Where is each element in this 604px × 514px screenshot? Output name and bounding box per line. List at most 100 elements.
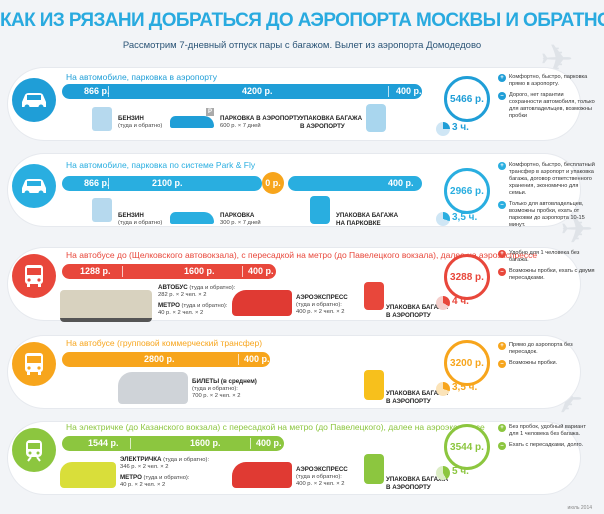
segment-baggage-cost: 400 р. [256, 438, 282, 448]
route-bus-metro-aeroexpress: На автобусе до (Щелковского автовокзала)… [0, 244, 604, 324]
detail-parking: ПАРКОВКА В АЭРОПОРТУ 600 р. × 7 дней [220, 115, 301, 129]
detail-baggage: УПАКОВКА БАГАЖА В АЭРОПОРТУ [386, 476, 449, 491]
clock-icon [436, 122, 450, 136]
bus-icon [12, 342, 56, 386]
car-icon [12, 164, 56, 208]
segment-baggage-cost: 400 р. [388, 178, 414, 188]
minus-icon: – [498, 201, 506, 209]
cost-bar: 866 р. 2100 р. [62, 176, 262, 191]
clock-icon [436, 212, 450, 226]
clock-icon [436, 382, 450, 396]
coach-bus-icon [60, 290, 152, 322]
detail-tickets: БИЛЕТЫ (в среднем) (туда и обратно): 700 р… [192, 378, 257, 399]
travel-time: 5 ч. [452, 466, 469, 477]
plus-icon: + [498, 162, 506, 170]
total-cost: 3544 р. [444, 424, 490, 470]
segment-divider [122, 266, 123, 277]
segment-divider [108, 86, 109, 97]
car-side-icon [170, 212, 214, 224]
suitcase-icon [364, 282, 384, 310]
plus-icon: + [498, 74, 506, 82]
cost-bar: 2800 р. 400 р. [62, 352, 270, 367]
car-side-icon [170, 116, 214, 128]
route-title: На электричке (до Казанского вокзала) с … [66, 422, 485, 432]
suitcase-icon [310, 196, 330, 224]
segment-baggage-cost: 400 р. [396, 86, 422, 96]
detail-baggage: УПАКОВКА БАГАЖА В АЭРОПОРТУ [300, 115, 363, 130]
note-pro: + Прямо до аэропорта без пересадок. [498, 342, 595, 356]
fuel-can-icon [92, 198, 112, 222]
suitcase-icon [364, 370, 384, 400]
cost-bar: 866 р. 4200 р. 400 р. [62, 84, 422, 99]
segment-bus-cost: 1288 р. [80, 266, 111, 276]
segment-parking-cost: 2100 р. [152, 178, 183, 188]
route-notes: + Комфортно, быстро, парковка прямо в аэр… [498, 74, 595, 124]
segment-divider [388, 86, 389, 97]
train-icon [232, 462, 292, 488]
train-front-icon [12, 428, 56, 472]
segment-divider [238, 354, 239, 365]
segment-parking-cost: 4200 р. [242, 86, 273, 96]
route-title: На автобусе до (Щелковского автовокзала)… [66, 250, 538, 260]
plus-icon: + [498, 342, 506, 350]
detail-metro: МЕТРО (туда и обратно): 40 р. × 2 чел. × … [158, 302, 228, 316]
minibus-icon [118, 372, 188, 404]
segment-metro-train-cost: 1600 р. [184, 266, 215, 276]
segment-divider [250, 438, 251, 449]
route-notes: + Комфортно, быстро, бесплатный трансфер … [498, 162, 595, 233]
cost-bar-baggage: 400 р. [288, 176, 422, 191]
note-pro: + Комфортно, быстро, бесплатный трансфер … [498, 162, 595, 197]
route-car-airport-parking: На автомобиле, парковка в аэропорту 866 … [0, 64, 604, 144]
segment-divider [108, 178, 109, 189]
detail-baggage: УПАКОВКА БАГАЖА В АЭРОПОРТУ [386, 304, 449, 319]
detail-baggage: УПАКОВКА БАГАЖА В АЭРОПОРТУ [386, 390, 449, 405]
plus-icon: + [498, 424, 506, 432]
route-title: На автомобиле, парковка в аэропорту [66, 72, 218, 82]
segment-fuel-cost: 866 р. [84, 86, 110, 96]
note-con: – Дорого, нет гарантии сохранности автомо… [498, 92, 595, 120]
route-shuttle-transfer: На автобусе (групповой коммерческий тран… [0, 332, 604, 412]
minus-icon: – [498, 268, 506, 276]
segment-divider [130, 438, 131, 449]
note-con: – Возможны пробки. [498, 360, 595, 368]
cost-bar: 1288 р. 1600 р. 400 р. [62, 264, 276, 279]
segment-train-cost: 1544 р. [88, 438, 119, 448]
detail-aeroexpress: АЭРОЭКСПРЕСС (туда и обратно): 400 р. × 2 … [296, 294, 348, 315]
detail-baggage: УПАКОВКА БАГАЖА НА ПАРКОВКЕ [336, 212, 399, 227]
note-con: – Ехать с пересадками, долго. [498, 442, 595, 450]
note-pro: + Комфортно, быстро, парковка прямо в аэр… [498, 74, 595, 88]
bus-icon [12, 254, 56, 298]
suitcase-icon [366, 104, 386, 132]
total-cost: 3288 р. [444, 254, 490, 300]
note-con: – Только для автовладельцев, возможны про… [498, 201, 595, 229]
segment-baggage-cost: 400 р. [248, 266, 274, 276]
page-title: КАК ИЗ РЯЗАНИ ДОБРАТЬСЯ ДО АЭРОПОРТА МОС… [0, 10, 604, 31]
detail-fuel: БЕНЗИН (туда и обратно) [118, 212, 163, 226]
minus-icon: – [498, 92, 506, 100]
travel-time: 4 ч. [452, 296, 469, 307]
segment-baggage-cost: 400 р. [244, 354, 270, 364]
footer-date: июль 2014 [567, 505, 592, 511]
suitcase-icon [364, 454, 384, 484]
total-cost: 5466 р. [444, 76, 490, 122]
segment-tickets-cost: 2800 р. [144, 354, 175, 364]
clock-icon [436, 296, 450, 310]
route-notes: + Без пробок, удобный вариант для 1 челов… [498, 424, 595, 453]
segment-metro-train-cost: 1600 р. [190, 438, 221, 448]
note-pro: + Удобно для 1 человека без багажа. [498, 250, 595, 264]
electric-train-icon [60, 462, 116, 488]
plus-icon: + [498, 250, 506, 258]
fuel-can-icon [92, 107, 112, 131]
minus-icon: – [498, 442, 506, 450]
total-cost: 2966 р. [444, 168, 490, 214]
cost-bar: 1544 р. 1600 р. 400 р. [62, 436, 284, 451]
parking-sign-icon: P [206, 108, 214, 116]
page-subtitle: Рассмотрим 7-дневный отпуск пары с багаж… [122, 40, 482, 51]
travel-time: 3 ч. [452, 122, 469, 133]
route-title: На автомобиле, парковка по системе Park … [66, 160, 256, 170]
travel-time: 3,5 ч. [452, 212, 478, 223]
route-car-park-and-fly: На автомобиле, парковка по системе Park … [0, 150, 604, 230]
detail-aeroexpress: АЭРОЭКСПРЕСС (туда и обратно): 400 р. × 2 … [296, 466, 348, 487]
segment-divider [242, 266, 243, 277]
travel-time: 3,5 ч. [452, 382, 478, 393]
